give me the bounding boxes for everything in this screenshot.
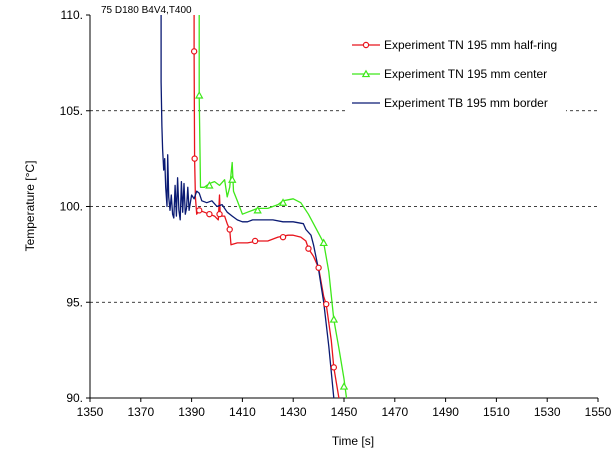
x-tick-label-7: 1490 [432, 405, 459, 419]
x-tick-label-5: 1450 [331, 405, 358, 419]
y-tick-label-4: 110. [61, 8, 83, 22]
x-tick-label-9: 1530 [534, 405, 561, 419]
series-1-point-4 [278, 198, 288, 206]
series-0-point-0 [190, 48, 198, 55]
legend-label-0: Experiment TN 195 mm half-ring [384, 38, 557, 52]
series-0-point-10 [323, 300, 330, 308]
series-1-point-0 [195, 90, 204, 99]
series-1-point-5 [319, 238, 328, 247]
legend-marker-0 [362, 41, 370, 49]
series-line-1 [198, 15, 348, 398]
series-0-point-5 [226, 226, 233, 233]
series-1-point-1 [205, 180, 214, 189]
x-tick-label-6: 1470 [381, 405, 408, 419]
chart-annotation: 75 D180 B4V4,T400 [101, 5, 192, 16]
series-0-point-3 [206, 210, 213, 218]
grid-lines [90, 110, 598, 303]
series-0-point-8 [305, 245, 312, 252]
series-0-point-4 [216, 210, 223, 218]
legend: Experiment TN 195 mm half-ring Experiment… [346, 33, 566, 123]
x-tick-label-8: 1510 [483, 405, 510, 419]
series-1-point-7 [339, 382, 349, 390]
x-tick-label-4: 1430 [280, 405, 307, 419]
series-0-point-9 [315, 264, 322, 271]
x-axis-title: Time [s] [332, 434, 374, 448]
tick-labels: 1350 1370 1390 1410 1430 1450 1470 1490 1510 1530… [60, 8, 612, 419]
y-tick-label-3: 105. [60, 104, 83, 118]
x-tick-label-3: 1410 [229, 405, 256, 419]
series-0-point-6 [251, 237, 259, 245]
legend-marker-1 [361, 69, 371, 78]
series-0-point-7 [279, 233, 287, 241]
y-tick-label-0: 90. [66, 391, 83, 405]
x-tick-label-10: 1550 [585, 405, 612, 419]
markers-layer [190, 48, 349, 390]
legend-label-1: Experiment TN 195 mm center [384, 67, 547, 81]
x-tick-label-0: 1350 [77, 405, 104, 419]
legend-label-2: Experiment TB 195 mm border [384, 96, 548, 110]
series-1-point-3 [253, 205, 262, 214]
series-0-point-1 [191, 155, 198, 162]
y-tick-label-2: 100. [60, 200, 83, 214]
series-0-point-2 [196, 207, 203, 214]
series-1-point-2 [228, 175, 237, 183]
y-tick-label-1: 95. [66, 295, 83, 309]
series-1-point-6 [329, 315, 339, 323]
y-axis-title: Temperature [°C] [23, 161, 37, 252]
legend-background [346, 33, 566, 123]
x-tick-label-1: 1370 [127, 405, 154, 419]
series-line-2 [160, 15, 335, 398]
series-0-point-11 [330, 364, 338, 371]
x-tick-label-2: 1390 [178, 405, 205, 419]
